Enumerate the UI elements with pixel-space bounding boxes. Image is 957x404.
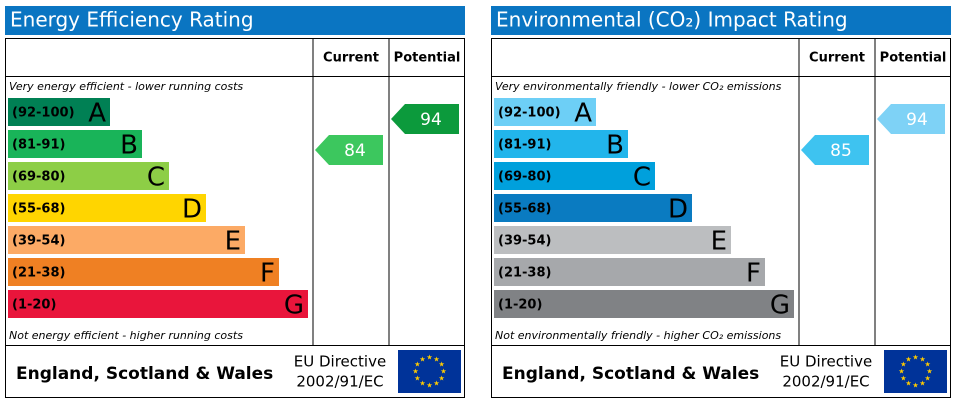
band <box>8 226 245 254</box>
flag-star: ★ <box>412 368 418 376</box>
panel-frame <box>491 38 951 398</box>
band-range: (69-80) <box>12 170 65 185</box>
band-range: (55-68) <box>12 202 65 217</box>
band-range: (55-68) <box>498 202 551 217</box>
panel-frame <box>5 38 465 398</box>
flag-star: ★ <box>900 375 906 383</box>
band-letter: G <box>770 291 790 321</box>
flag-star: ★ <box>926 368 932 376</box>
current-value: 85 <box>830 141 852 161</box>
band <box>8 98 110 126</box>
band-letter: G <box>284 291 304 321</box>
current-arrow <box>801 135 869 165</box>
eu-flag <box>884 350 947 393</box>
top-note: Very environmentally friendly - lower CO… <box>495 80 782 93</box>
band-range: (21-38) <box>12 266 65 281</box>
flag-star: ★ <box>919 355 925 363</box>
band-range: (1-20) <box>12 298 56 313</box>
band-range: (92-100) <box>498 106 561 121</box>
potential-arrow <box>391 104 459 134</box>
band-letter: B <box>606 131 624 161</box>
flag-star: ★ <box>919 380 925 388</box>
flag-star: ★ <box>414 375 420 383</box>
potential-arrow <box>877 104 945 134</box>
band-letter: F <box>746 259 761 289</box>
band-range: (69-80) <box>498 170 551 185</box>
band-letter: E <box>711 227 727 257</box>
flag-star: ★ <box>419 380 425 388</box>
column-header: Current <box>323 51 379 66</box>
flag-star: ★ <box>438 361 444 369</box>
potential-value: 94 <box>420 110 442 130</box>
flag-star: ★ <box>426 354 432 362</box>
footer-region: England, Scotland & Wales <box>16 364 273 384</box>
band <box>494 258 765 286</box>
band-letter: A <box>88 99 106 129</box>
directive: 2002/91/EC <box>782 373 869 391</box>
eu-flag <box>398 350 461 393</box>
title-bar <box>5 6 465 35</box>
band <box>494 226 731 254</box>
flag-star: ★ <box>912 354 918 362</box>
column-header: Potential <box>394 51 461 66</box>
directive: 2002/91/EC <box>296 373 383 391</box>
bottom-note: Not energy efficient - higher running co… <box>9 329 243 342</box>
rating-panel: Energy Efficiency Rating Current Potential… <box>5 6 465 398</box>
band-letter: D <box>668 195 688 225</box>
band-letter: F <box>260 259 275 289</box>
band-letter: C <box>633 163 651 193</box>
band-letter: A <box>574 99 592 129</box>
current-value: 84 <box>344 141 366 161</box>
directive: EU Directive <box>294 353 386 371</box>
top-note: Very energy efficient - lower running co… <box>9 80 243 93</box>
bottom-note: Not environmentally friendly - higher CO… <box>495 329 781 342</box>
band <box>494 194 692 222</box>
band-range: (39-54) <box>12 234 65 249</box>
flag-star: ★ <box>414 361 420 369</box>
flag-star: ★ <box>924 361 930 369</box>
flag-star: ★ <box>905 380 911 388</box>
flag-star: ★ <box>898 368 904 376</box>
band-range: (81-91) <box>498 138 551 153</box>
band-range: (21-38) <box>498 266 551 281</box>
flag-star: ★ <box>438 375 444 383</box>
band-letter: E <box>225 227 241 257</box>
flag-star: ★ <box>419 355 425 363</box>
band <box>494 98 596 126</box>
rating-panel: Environmental (CO₂) Impact Rating Current… <box>491 6 951 398</box>
flag-star: ★ <box>426 382 432 390</box>
band-letter: C <box>147 163 165 193</box>
flag-star: ★ <box>440 368 446 376</box>
band-range: (81-91) <box>12 138 65 153</box>
band-letter: B <box>120 131 138 161</box>
footer-region: England, Scotland & Wales <box>502 364 759 384</box>
band-range: (92-100) <box>12 106 75 121</box>
directive: EU Directive <box>780 353 872 371</box>
flag-star: ★ <box>924 375 930 383</box>
potential-value: 94 <box>906 110 928 130</box>
band <box>8 194 206 222</box>
flag-star: ★ <box>912 382 918 390</box>
column-header: Potential <box>880 51 947 66</box>
band <box>8 258 279 286</box>
band <box>8 130 142 158</box>
band <box>494 130 628 158</box>
flag-star: ★ <box>900 361 906 369</box>
current-arrow <box>315 135 383 165</box>
flag-star: ★ <box>433 380 439 388</box>
band <box>8 162 169 190</box>
band-range: (1-20) <box>498 298 542 313</box>
flag-star: ★ <box>905 355 911 363</box>
panel-title: Environmental (CO₂) Impact Rating <box>496 8 848 32</box>
band-range: (39-54) <box>498 234 551 249</box>
flag-star: ★ <box>433 355 439 363</box>
band-letter: D <box>182 195 202 225</box>
panel-title: Energy Efficiency Rating <box>10 8 254 32</box>
title-bar <box>491 6 951 35</box>
band <box>8 290 308 318</box>
column-header: Current <box>809 51 865 66</box>
band <box>494 290 794 318</box>
band <box>494 162 655 190</box>
